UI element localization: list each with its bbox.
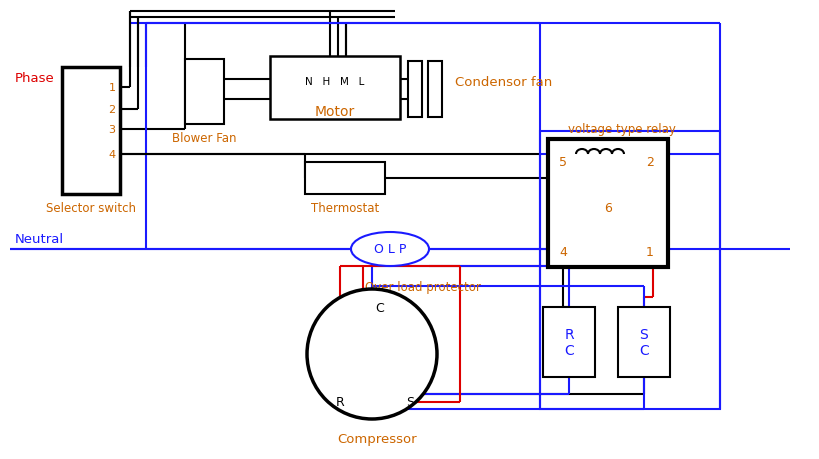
- Text: 4: 4: [559, 246, 567, 259]
- Circle shape: [307, 289, 437, 419]
- Bar: [62, 68, 120, 195]
- Text: N   H   M   L: N H M L: [305, 77, 364, 87]
- Text: Blower Fan: Blower Fan: [172, 132, 237, 145]
- Text: R: R: [336, 396, 344, 409]
- Text: 1: 1: [646, 246, 654, 259]
- Text: Motor: Motor: [314, 105, 355, 119]
- Text: S: S: [406, 396, 414, 409]
- Ellipse shape: [351, 233, 429, 266]
- Bar: [428, 62, 442, 118]
- Text: R
C: R C: [564, 327, 574, 357]
- Bar: [185, 60, 224, 125]
- Text: Phase: Phase: [15, 71, 55, 84]
- Text: Neutral: Neutral: [15, 233, 64, 246]
- Text: 5: 5: [559, 155, 567, 168]
- Bar: [618, 308, 670, 377]
- Text: Selector switch: Selector switch: [46, 202, 136, 215]
- Text: voltage type relay: voltage type relay: [568, 123, 676, 136]
- Text: Condensor fan: Condensor fan: [455, 76, 552, 90]
- Bar: [408, 62, 422, 118]
- Text: 1: 1: [108, 83, 115, 93]
- Text: 3: 3: [108, 125, 115, 134]
- Text: Over load protector: Over load protector: [365, 281, 481, 294]
- Text: O L P: O L P: [373, 243, 406, 256]
- Text: 4: 4: [108, 150, 115, 160]
- Text: S
C: S C: [639, 327, 649, 357]
- Text: 2: 2: [646, 155, 654, 168]
- Bar: [543, 308, 595, 377]
- Text: Thermostat: Thermostat: [311, 202, 379, 215]
- Text: 6: 6: [604, 202, 612, 215]
- Text: 2: 2: [108, 105, 115, 115]
- Bar: [548, 140, 668, 268]
- Bar: [270, 57, 400, 120]
- Bar: [540, 132, 720, 409]
- Text: C: C: [376, 302, 384, 315]
- Text: Compressor: Compressor: [337, 432, 417, 446]
- Bar: [305, 162, 385, 195]
